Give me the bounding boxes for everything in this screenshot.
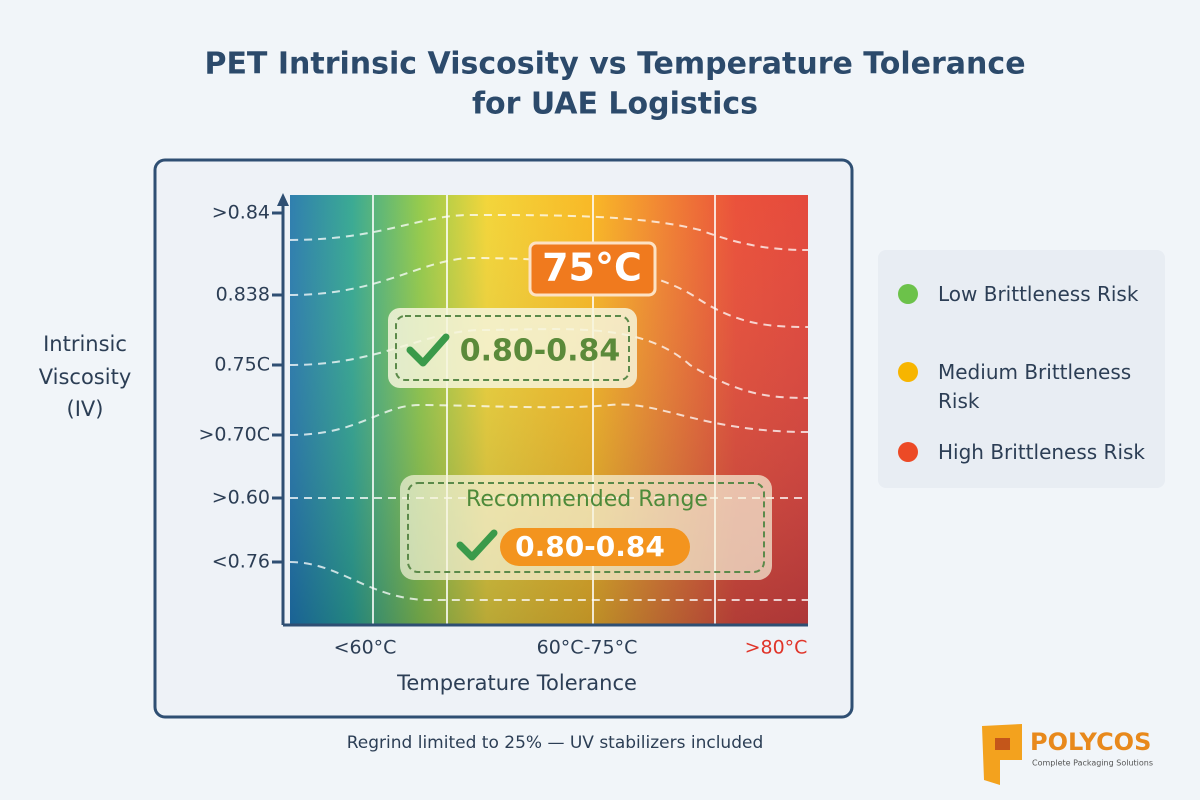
y-axis-title: (IV) <box>67 397 104 421</box>
legend-label: Low Brittleness Risk <box>938 282 1139 306</box>
y-tick-label: 0.75C <box>214 354 270 376</box>
logo-tagline: Complete Packaging Solutions <box>1032 759 1153 768</box>
legend-label: High Brittleness Risk <box>938 440 1146 464</box>
recommended-title: Recommended Range <box>466 487 708 512</box>
x-tick-label: <60°C <box>334 637 397 659</box>
y-tick-label: >0.84 <box>212 202 270 224</box>
y-axis-title: Intrinsic <box>43 332 127 356</box>
y-axis-title: Viscosity <box>39 365 132 389</box>
recommended-text: 0.80-0.84 <box>515 530 665 563</box>
legend-swatch <box>898 284 918 304</box>
y-tick-label: >0.60 <box>212 487 270 509</box>
legend: Low Brittleness Risk Medium Brittleness … <box>878 250 1165 488</box>
x-tick-label: 60°C-75°C <box>537 637 638 659</box>
logo-icon-inner <box>995 738 1010 750</box>
y-axis-arrow <box>277 193 289 206</box>
upper-range-border <box>395 315 630 381</box>
check-icon <box>456 529 498 561</box>
x-tick-label: >80°C <box>745 637 808 659</box>
logo-name: POLYCOS <box>1030 728 1151 756</box>
recommended-pill <box>500 528 690 566</box>
y-tick-label: <0.76 <box>212 551 270 573</box>
logo-icon <box>982 724 1022 785</box>
legend-item: Low Brittleness Risk <box>898 280 1158 309</box>
legend-label: Medium Brittleness Risk <box>938 360 1132 413</box>
legend-item: Medium Brittleness Risk <box>898 358 1158 416</box>
upper-range-box <box>388 308 637 388</box>
temp-callout-text: 75°C <box>542 246 642 290</box>
legend-swatch <box>898 362 918 382</box>
title: PET Intrinsic Viscosity vs Temperature T… <box>204 47 1025 82</box>
x-axis-title: Temperature Tolerance <box>396 671 637 695</box>
title: for UAE Logistics <box>472 87 758 122</box>
footnote: Regrind limited to 25% — UV stabilizers … <box>347 733 763 753</box>
y-tick-label: >0.70C <box>199 424 271 446</box>
legend-swatch <box>898 442 918 462</box>
upper-range-text: 0.80-0.84 <box>460 334 621 369</box>
temp-callout <box>528 241 657 297</box>
check-icon <box>406 333 450 367</box>
y-tick-label: 0.838 <box>216 284 270 306</box>
recommended-border <box>407 482 765 573</box>
legend-item: High Brittleness Risk <box>898 438 1158 467</box>
